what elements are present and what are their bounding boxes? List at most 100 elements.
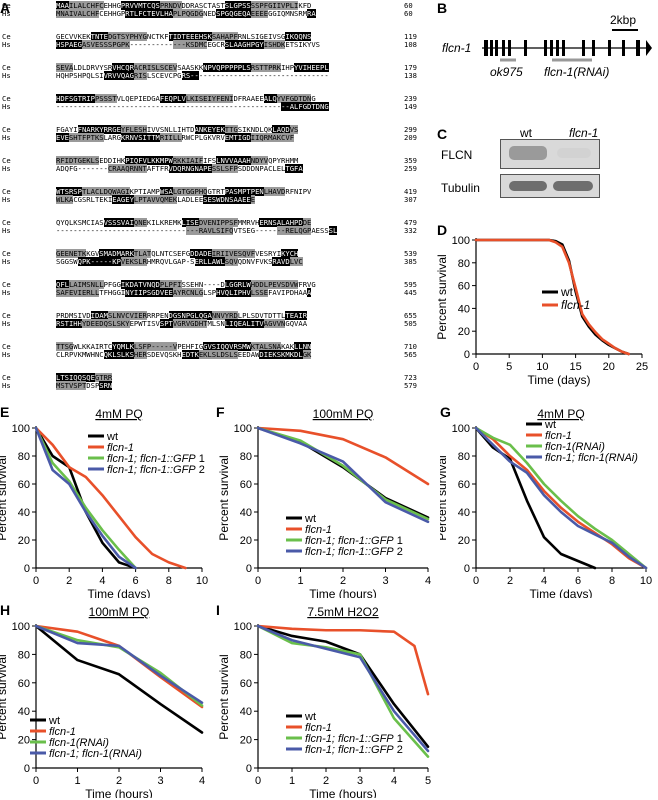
chart-f-100mm-pq: 0 20 40 60 80 100 0 1 2 3 4 Time (hours) Percent sur…: [218, 407, 431, 598]
x-axis-label: Time (days): [88, 587, 151, 598]
y-axis-label: Percent survival: [218, 455, 231, 540]
y-tick-label: 40: [18, 706, 30, 718]
species-label: Hs: [2, 133, 11, 142]
residue-count: 60: [404, 9, 413, 18]
species-label: Hs: [2, 257, 11, 266]
x-tick-label: 4: [425, 575, 431, 587]
panel-label-i: I: [216, 602, 220, 618]
species-label: Hs: [2, 164, 11, 173]
sequence-text: SEVALDLDRVYSRVHCQRACRISLSCEVSAASKKNPVQPP…: [56, 63, 329, 72]
residue-count: 307: [404, 195, 417, 204]
chart-title: 100mM PQ: [89, 605, 150, 619]
y-axis-label: Percent survival: [440, 455, 449, 540]
species-label: Hs: [2, 350, 11, 359]
species-label: Hs: [2, 381, 11, 390]
sequence-text: QYQLKSMCIASVSSSVAIQNEKILKREMKLISEDVENIPP…: [56, 218, 312, 227]
tubulin-band-mutant: [553, 181, 593, 191]
sequence-text: LTSIQQSQEGTRR: [56, 373, 113, 382]
y-tick-label: 80: [18, 649, 30, 661]
y-tick-label: 20: [458, 535, 470, 547]
gene-direction-arrow: [646, 40, 652, 56]
x-tick-label: 10: [640, 575, 652, 587]
blot-flcn-strip: [500, 139, 600, 169]
series-line-gfp2: [256, 624, 430, 753]
species-label: Hs: [2, 9, 11, 18]
species-label: Ce: [2, 32, 11, 41]
residue-count: 505: [404, 319, 417, 328]
x-tick-label: 0: [33, 775, 39, 787]
legend-label: flcn-1: [305, 524, 332, 536]
species-label: Ce: [2, 63, 11, 72]
y-tick-label: 80: [458, 451, 470, 463]
y-tick-label: 100: [452, 423, 470, 435]
series-line-rescue_rnai: [34, 624, 204, 704]
x-tick-label: 5: [425, 775, 431, 787]
sequence-text: CLRPVKMWHNCQKLSLKSHERSDEVQSKHEDTKEKLSLDS…: [56, 350, 312, 359]
exon: [508, 40, 511, 56]
y-tick-label: 100: [234, 423, 252, 435]
species-label: Hs: [2, 226, 11, 235]
rnai-label: flcn-1(RNAi): [544, 65, 609, 79]
panel-label-d: D: [437, 222, 448, 238]
y-tick-label: 0: [24, 763, 30, 775]
y-tick-label: 100: [234, 621, 252, 633]
sequence-text: MNAIVALCHFCEHHGPRTLFCTEVLHAPLPQGDGNEDSPG…: [56, 9, 316, 18]
sequence-text: HQHPSHPQLSIVRVVQAGRISLSCEVCPGRS---------…: [56, 71, 329, 80]
series-line-flcn-1: [34, 426, 187, 570]
western-blot: wt flcn-1 FLCN Tubulin: [432, 126, 642, 214]
y-tick-label: 0: [246, 563, 252, 575]
residue-count: 299: [404, 125, 417, 134]
residue-count: 723: [404, 373, 417, 382]
y-tick-label: 80: [240, 649, 252, 661]
species-label: Ce: [2, 218, 11, 227]
legend-label: flcn-1; flcn-1::GFP 1: [305, 733, 403, 745]
lane-label-wt: wt: [520, 126, 532, 140]
series-line-gfp1: [256, 426, 430, 521]
series-line-flcn-1: [256, 624, 430, 696]
y-tick-label: 0: [246, 763, 252, 775]
species-label: Hs: [2, 102, 11, 111]
legend-label: flcn-1: [107, 442, 134, 454]
panel-label-h: H: [0, 602, 11, 618]
x-tick-label: 4: [99, 575, 105, 587]
x-tick-label: 2: [66, 575, 72, 587]
y-tick-label: 20: [458, 326, 470, 338]
species-label: Ce: [2, 373, 11, 382]
blot-tubulin-strip: [500, 174, 600, 198]
residue-count: 655: [404, 311, 417, 320]
x-axis-label: Time (days): [528, 373, 591, 387]
y-tick-label: 100: [452, 235, 470, 247]
y-tick-label: 40: [18, 507, 30, 519]
x-tick-label: 4: [541, 575, 547, 587]
sequence-text: ---------------------------------RAVLSIF…: [56, 226, 338, 235]
axes: 0 20 40 60 80 100 0 1 2 3 4: [234, 423, 431, 587]
species-label: Ce: [2, 125, 11, 134]
species-label: Ce: [2, 311, 11, 320]
sequence-text: MSTVSPTDSPSRN: [56, 381, 113, 390]
chart-title: 4mM PQ: [537, 407, 584, 421]
x-tick-label: 5: [506, 361, 512, 373]
x-tick-label: 10: [536, 361, 548, 373]
residue-count: 60: [404, 1, 413, 10]
sequence-text: GEENETKKGVSMADMARKTLATQLNTCSEFGDDADEIRII…: [56, 249, 299, 258]
x-tick-label: 15: [569, 361, 581, 373]
gene-name: flcn-1: [442, 41, 471, 55]
exon: [502, 40, 505, 56]
series-line-flcn-1: [256, 426, 430, 486]
sequence-text: GECVVKEKTNTEDGTSYPHYGNCTKFTIDTEEEHSKSAHA…: [56, 32, 312, 41]
y-tick-label: 40: [458, 507, 470, 519]
legend-label: wt: [560, 285, 574, 299]
residue-count: 332: [404, 226, 417, 235]
chart-title: 4mM PQ: [95, 407, 142, 421]
axes: 0 20 40 60 80 100 0 2 4 6 8 10: [452, 423, 652, 587]
x-tick-label: 3: [157, 775, 163, 787]
y-tick-label: 100: [12, 621, 30, 633]
x-tick-label: 0: [473, 575, 479, 587]
sequence-alignment: Ce MAAILALCHFCEHHGPRVVMTCQSPRNDVDDRASCTAS…: [0, 0, 430, 400]
exon: [484, 40, 488, 56]
x-tick-label: 3: [382, 575, 388, 587]
